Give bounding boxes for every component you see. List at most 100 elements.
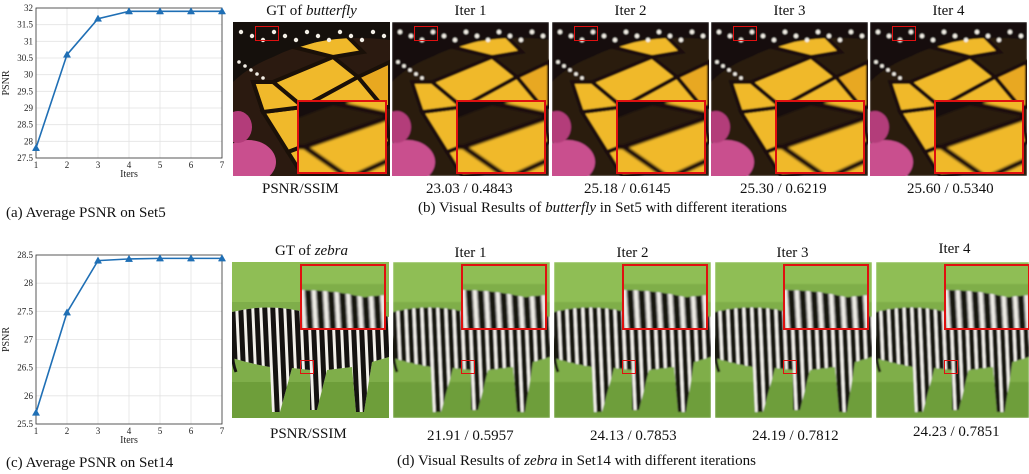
wing-spot [848,29,854,35]
data-point [155,7,165,15]
wing-cell [513,59,549,109]
wing-spot [963,37,969,43]
wing-spot [237,60,241,64]
wing-cell [618,144,664,172]
y-tick-label: 31.5 [17,20,33,30]
wing-cell [458,144,504,172]
wing-spot [238,29,244,35]
wing-spot [370,29,376,35]
wing-spot [463,29,469,35]
wing-spot [749,29,755,35]
wing-spot [348,33,354,39]
x-tick-label: 6 [189,160,194,170]
wing-spot [359,37,365,43]
wing-spot [540,33,546,39]
wing-spot [886,68,890,72]
wing-cell [299,144,345,172]
image-iter2-zebra [554,262,711,418]
image-gt-butterfly [233,22,390,176]
y-tick-label: 27.5 [17,306,33,316]
wing-spot [590,29,596,35]
metric-iter1-top: 23.03 / 0.4843 [426,181,513,197]
wing-spot [293,37,299,43]
image-iter3-zebra [715,262,872,418]
y-tick-label: 28 [24,136,34,146]
wing-spot [859,33,865,39]
zebra-stripe [867,284,869,330]
x-tick-label: 4 [127,426,132,436]
zebra-stripe [626,289,641,328]
y-tick-label: 28.5 [17,250,33,260]
roi-box [461,360,475,374]
zebra-stripe [533,289,545,328]
wing-spot [782,29,788,35]
wing-spot [485,37,491,43]
wing-spot [518,37,524,43]
wing-spot [396,60,400,64]
y-tick-label: 28 [24,278,34,288]
zebra-stripe [519,307,529,412]
metric-label-top: PSNR/SSIM [262,181,339,197]
wing-cell [801,102,863,117]
caption-italic: zebra [524,453,558,469]
y-tick-label: 28.5 [17,120,33,130]
image-iter4-butterfly [870,22,1027,176]
wing-spot [634,33,640,39]
wing-spot [249,68,253,72]
wing-spot [985,33,991,39]
caption-suffix: in Set14 with different iterations [557,453,756,469]
zebra-stripe [350,307,360,412]
roi-box [255,26,279,41]
grass-background [785,266,867,284]
zebra-stripe [680,307,690,412]
wing-spot [562,64,566,68]
iter-title-2-bottom: Iter 2 [616,245,649,261]
wing-spot [574,72,578,76]
caption-prefix: (d) Visual Results of [397,453,525,469]
iter-title-3-bottom: Iter 3 [776,245,809,261]
x-tick-label: 3 [96,426,101,436]
wing-spot [804,37,810,43]
wing-spot [249,33,255,39]
y-tick-label: 26.5 [17,363,33,373]
x-tick-label: 3 [96,160,101,170]
x-tick-label: 6 [189,426,194,436]
zebra-stripe [660,289,675,328]
zebra-stripe [971,289,986,328]
iter-title-2: Iter 2 [614,3,647,19]
image-iter3-butterfly [711,22,868,176]
x-tick-label: 7 [220,160,225,170]
wing-spot [243,64,247,68]
zebra-stripe [488,289,503,328]
wing-spot [315,33,321,39]
wing-spot [261,76,265,80]
zebra-stripe [476,289,492,328]
wing-spot [1018,33,1024,39]
flower-blob [392,111,411,143]
wing-spot [568,33,574,39]
zebra-stripe [798,289,814,328]
wing-cell [991,59,1027,109]
zoom-inset [934,100,1024,174]
zebra-stripe [833,289,848,328]
y-tick-label: 25.5 [17,419,33,429]
wing-spot [326,37,332,43]
wing-cell [835,159,863,172]
zebra-stripe [1016,289,1028,328]
zoom-inset [775,100,865,174]
zebra-stripe [600,307,610,412]
iter-title-1: Iter 1 [454,3,487,19]
grass-background [624,266,706,284]
zebra-stripe [855,289,867,328]
zebra-stripe [358,307,368,412]
wing-margin [777,102,827,119]
flower-blob [870,111,889,143]
zebra-stripe [439,307,449,412]
wing-spot [441,33,447,39]
wing-cell [482,102,544,117]
gt-title-zebra: GT of zebra [233,243,390,260]
roi-box [300,360,314,374]
wing-spot [826,33,832,39]
wing-spot [919,33,925,39]
image-iter2-butterfly [552,22,709,176]
